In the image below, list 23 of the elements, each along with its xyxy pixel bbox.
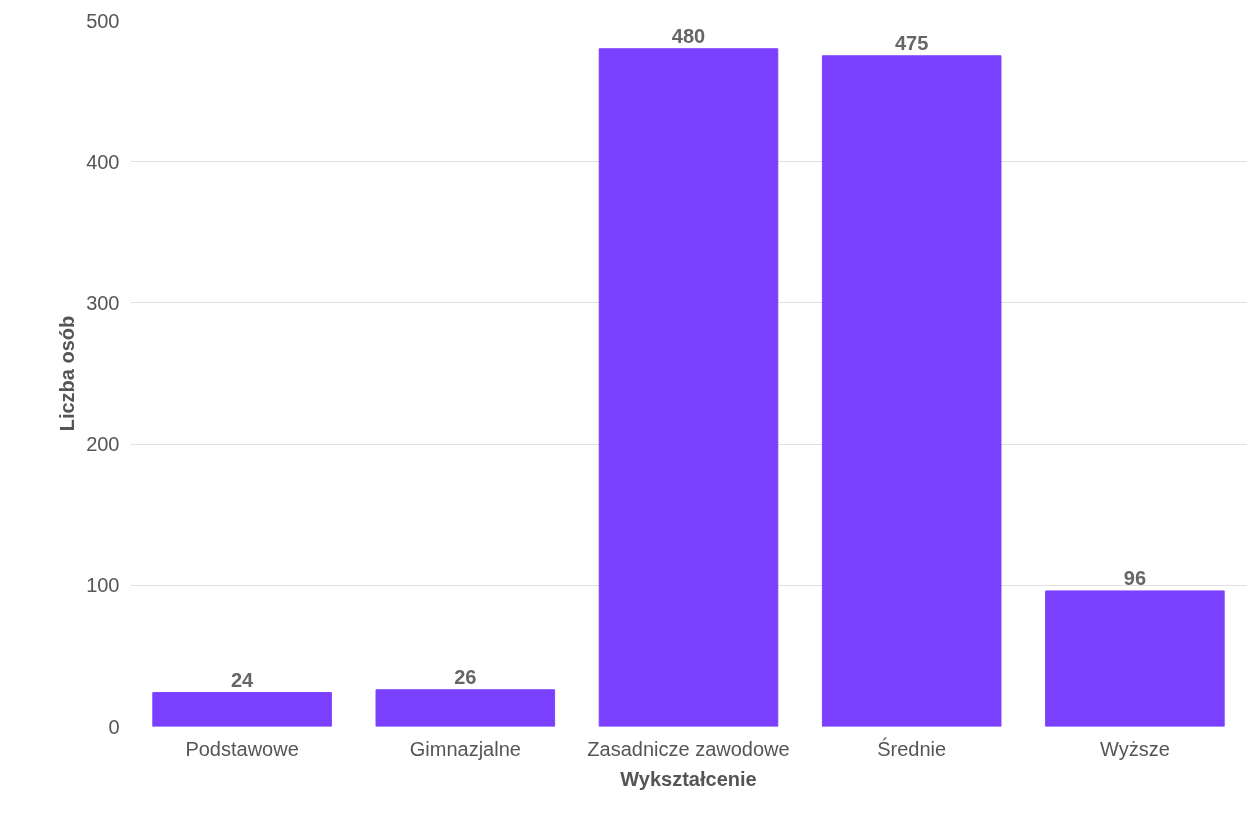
y-tick-label: 400 <box>86 150 120 173</box>
bar <box>1045 590 1225 727</box>
x-axis-title: Wykształcenie <box>620 767 757 790</box>
data-label: 24 <box>230 668 255 691</box>
x-tick-label: Wyższe <box>1099 737 1170 760</box>
x-tick-label: Podstawowe <box>185 737 299 760</box>
x-tick-label: Gimnazjalne <box>409 737 521 760</box>
y-tick-label: 100 <box>86 574 120 597</box>
y-tick-label: 200 <box>86 433 120 456</box>
x-tick-label: Zasadnicze zawodowe <box>587 737 790 760</box>
y-axis-title: Liczba osób <box>56 315 79 432</box>
bar <box>152 692 332 727</box>
bar <box>375 689 556 727</box>
y-tick-label: 300 <box>86 291 120 314</box>
y-tick-label: 0 <box>108 715 120 738</box>
data-label: 475 <box>895 31 929 54</box>
bar <box>821 55 1002 727</box>
data-label: 480 <box>671 24 706 47</box>
bar <box>598 48 779 727</box>
y-tick-label: 500 <box>86 9 120 32</box>
data-label: 96 <box>1123 566 1147 589</box>
data-label: 26 <box>454 665 477 688</box>
x-tick-label: Średnie <box>877 736 947 760</box>
